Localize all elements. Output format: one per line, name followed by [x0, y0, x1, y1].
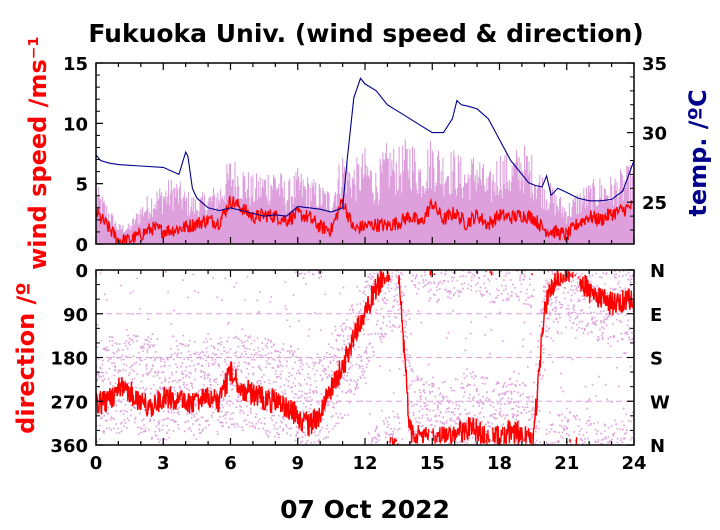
- x-tick-label: 6: [224, 453, 237, 474]
- date-label: 07 Oct 2022: [280, 495, 450, 524]
- top-panel: 0 5 10 15 25 30 35 wind speed /ms⁻¹ temp. /ºC: [24, 36, 712, 270]
- y-tick-label: 15: [63, 54, 88, 75]
- x-tick-label: 15: [420, 453, 445, 474]
- x-tick-label: 24: [621, 453, 646, 474]
- compass-label: W: [650, 392, 670, 413]
- x-tick-label: 9: [291, 453, 304, 474]
- compass-label: N: [650, 261, 665, 282]
- wind-direction-line: [96, 270, 634, 445]
- x-tick-label: 3: [157, 453, 170, 474]
- wind-speed-axis-label: wind speed /ms⁻¹: [24, 36, 52, 270]
- x-tick-label: 12: [352, 453, 377, 474]
- compass-label: N: [650, 436, 665, 457]
- compass-label: S: [650, 349, 663, 370]
- wind-direction-series: [96, 270, 634, 445]
- y2-tick-label: 30: [642, 124, 667, 145]
- wind-speed-series: [96, 195, 634, 244]
- direction-reference-lines: [96, 313, 634, 402]
- chart-title: Fukuoka Univ. (wind speed & direction): [88, 19, 643, 48]
- bottom-panel: 0 3 6 9 12 15 18 21 24 0 N 90 E 180 S 270 W 360 N directio…: [12, 261, 670, 474]
- direction-axis-label: direction /º: [12, 282, 40, 434]
- y-tick-label: 0: [75, 261, 88, 282]
- y-tick-label: 5: [75, 175, 88, 196]
- y-tick-label: 0: [75, 235, 88, 256]
- temperature-series: [96, 77, 634, 217]
- y-tick-label: 360: [50, 436, 88, 457]
- temperature-axis-label: temp. /ºC: [684, 89, 712, 216]
- bottom-axis-ticks: 0 3 6 9 12 15 18 21 24 0 N 90 E 180 S 270 W 360 N: [50, 261, 670, 474]
- x-tick-label: 0: [90, 453, 103, 474]
- top-axis-ticks: 0 5 10 15 25 30 35: [63, 54, 667, 256]
- y2-tick-label: 25: [642, 193, 667, 214]
- x-tick-label: 18: [487, 453, 512, 474]
- x-tick-label: 21: [554, 453, 579, 474]
- y-tick-label: 270: [50, 392, 88, 413]
- compass-label: E: [650, 305, 662, 326]
- wind-speed-line: [96, 195, 634, 244]
- y-tick-label: 10: [63, 114, 88, 135]
- temperature-line: [96, 77, 634, 217]
- y-tick-label: 90: [63, 305, 88, 326]
- y2-tick-label: 35: [642, 54, 667, 75]
- y-tick-label: 180: [50, 349, 88, 370]
